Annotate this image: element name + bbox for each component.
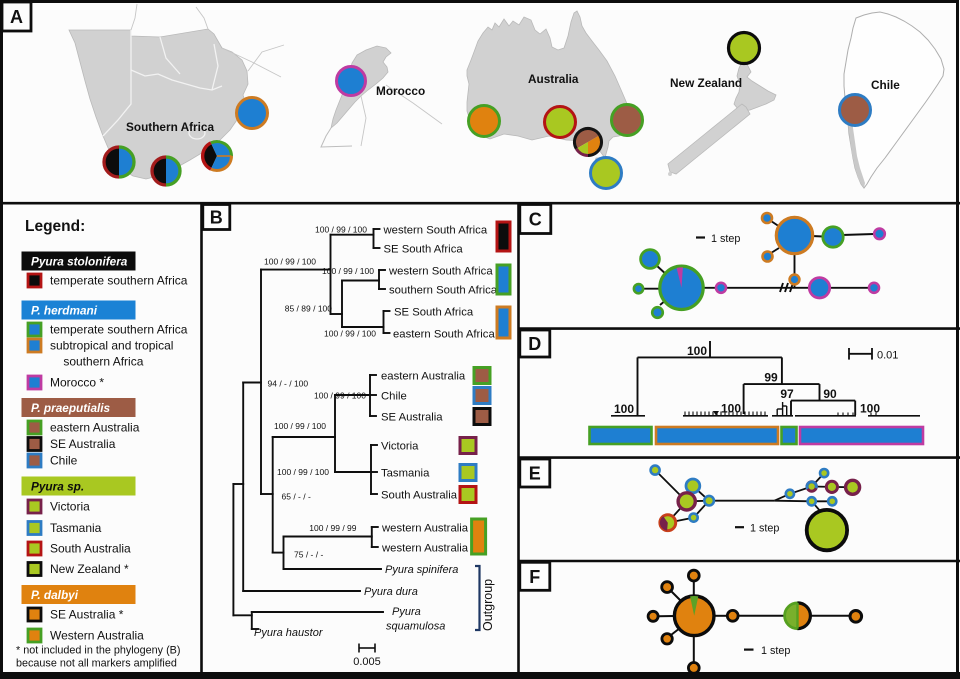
svg-text:100 / 99 / 99: 100 / 99 / 99 (309, 523, 357, 533)
svg-text:Pyura: Pyura (392, 606, 421, 618)
svg-text:Legend:: Legend: (25, 218, 85, 235)
svg-text:65 / - / -: 65 / - / - (282, 492, 311, 502)
svg-text:100: 100 (860, 402, 880, 416)
svg-text:Tasmania: Tasmania (50, 521, 102, 535)
svg-text:75 / - / -: 75 / - / - (294, 550, 323, 560)
svg-text:* not included in the phylogen: * not included in the phylogeny (B) (16, 645, 180, 657)
svg-text:Pyura dura: Pyura dura (364, 586, 418, 598)
svg-text:99: 99 (764, 371, 778, 385)
svg-text:western Australia: western Australia (381, 542, 469, 554)
svg-text:eastern Australia: eastern Australia (381, 370, 466, 382)
svg-text:subtropical and tropical: subtropical and tropical (50, 339, 173, 353)
svg-text:100 / 99 / 100: 100 / 99 / 100 (324, 329, 376, 339)
svg-text:SE South Africa: SE South Africa (384, 243, 464, 255)
svg-text:0.005: 0.005 (353, 656, 381, 668)
svg-text:New Zealand: New Zealand (670, 76, 742, 90)
svg-text:Pyura haustor: Pyura haustor (254, 627, 324, 639)
svg-text:97: 97 (780, 387, 794, 401)
svg-text:Australia: Australia (528, 72, 579, 86)
svg-text:western South Africa: western South Africa (383, 224, 488, 236)
svg-text:SE Australia: SE Australia (50, 437, 116, 451)
svg-text:because not all markers amplif: because not all markers amplified (16, 658, 177, 670)
svg-text:temperate southern Africa: temperate southern Africa (50, 274, 188, 288)
svg-text:D: D (528, 334, 541, 354)
svg-text:Chile: Chile (381, 390, 407, 402)
svg-text:C: C (529, 210, 542, 230)
svg-text:Tasmania: Tasmania (381, 467, 430, 479)
svg-text:1 step: 1 step (750, 523, 779, 535)
svg-text:100 / 99 / 100: 100 / 99 / 100 (315, 225, 367, 235)
svg-text:New Zealand *: New Zealand * (50, 562, 129, 576)
svg-text:Pyura stolonifera: Pyura stolonifera (31, 255, 128, 269)
svg-text:1 step: 1 step (711, 233, 740, 245)
svg-text:southern South Africa: southern South Africa (389, 284, 498, 296)
svg-text:100 / 99 / 100: 100 / 99 / 100 (274, 421, 326, 431)
svg-text:Morocco *: Morocco * (50, 376, 104, 390)
svg-text:94 / - / 100: 94 / - / 100 (268, 379, 309, 389)
svg-text:SE Australia: SE Australia (381, 411, 443, 423)
svg-text:SE South Africa: SE South Africa (394, 306, 474, 318)
svg-text:P. praeputialis: P. praeputialis (31, 401, 111, 415)
svg-text:SE Australia *: SE Australia * (50, 608, 124, 622)
svg-text:Chile: Chile (871, 78, 900, 92)
svg-text:1 step: 1 step (761, 645, 790, 657)
svg-text:southern Africa: southern Africa (50, 355, 144, 369)
svg-text:E: E (529, 464, 541, 484)
svg-text:Chile: Chile (50, 454, 78, 468)
svg-text:western Australia: western Australia (381, 522, 469, 534)
svg-text:South Australia: South Australia (50, 542, 131, 556)
svg-text:P. dalbyi: P. dalbyi (31, 588, 79, 602)
svg-text:100: 100 (721, 402, 741, 416)
svg-text:B: B (210, 208, 223, 228)
svg-text:Victoria: Victoria (50, 500, 90, 514)
svg-text:100 / 99 / 100: 100 / 99 / 100 (322, 266, 374, 276)
svg-text:temperate southern Africa: temperate southern Africa (50, 323, 188, 337)
svg-text:eastern South Africa: eastern South Africa (393, 328, 495, 340)
svg-text:P. herdmani: P. herdmani (31, 304, 98, 318)
svg-text:100: 100 (687, 344, 707, 358)
svg-text:F: F (529, 567, 540, 587)
svg-text:0.01: 0.01 (877, 349, 898, 361)
svg-text:90: 90 (823, 387, 837, 401)
svg-text:Morocco: Morocco (376, 84, 425, 98)
svg-text:squamulosa: squamulosa (386, 621, 445, 633)
svg-text:eastern Australia: eastern Australia (50, 421, 140, 435)
svg-text:Pyura spinifera: Pyura spinifera (385, 564, 458, 576)
svg-text:western South Africa: western South Africa (388, 265, 493, 277)
svg-text:Southern Africa: Southern Africa (126, 120, 214, 134)
svg-text:South Australia: South Australia (381, 489, 458, 501)
svg-text:100 / 99 / 100: 100 / 99 / 100 (264, 257, 316, 267)
svg-text:100 / 99 / 100: 100 / 99 / 100 (314, 391, 366, 401)
svg-text:85 / 89 / 100: 85 / 89 / 100 (285, 304, 333, 314)
svg-text:Pyura sp.: Pyura sp. (31, 480, 84, 494)
svg-text:100 / 99 / 100: 100 / 99 / 100 (277, 467, 329, 477)
svg-text:Victoria: Victoria (381, 440, 419, 452)
svg-text:Western Australia: Western Australia (50, 629, 144, 643)
svg-text:A: A (10, 7, 23, 27)
svg-text:Outgroup: Outgroup (481, 579, 495, 631)
svg-text:100: 100 (614, 402, 634, 416)
